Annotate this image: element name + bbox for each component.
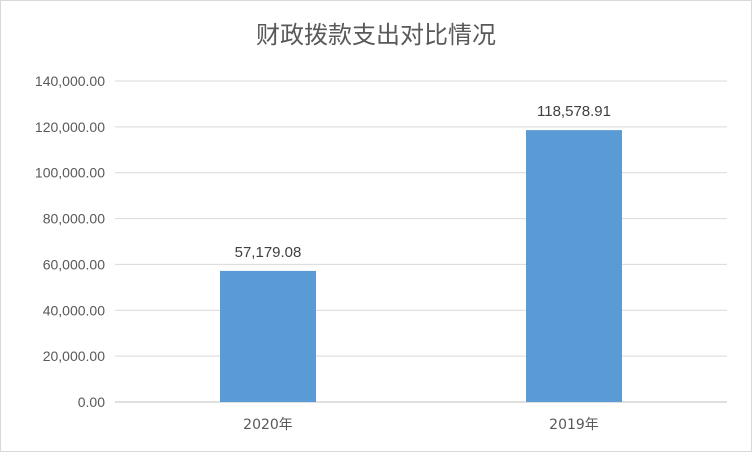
y-tick-label: 20,000.00 [43, 348, 105, 364]
x-category-label: 2019年 [549, 417, 599, 433]
y-tick-label: 0.00 [78, 394, 105, 410]
x-category-label: 2020年 [243, 417, 293, 433]
y-tick-label: 120,000.00 [35, 119, 105, 135]
bar [526, 130, 622, 403]
y-tick-label: 100,000.00 [35, 165, 105, 181]
data-label: 118,578.91 [537, 103, 611, 120]
chart-title: 财政拨款支出对比情况 [256, 21, 496, 49]
data-label: 57,179.08 [235, 244, 302, 261]
y-tick-label: 60,000.00 [43, 256, 105, 272]
y-tick-label: 40,000.00 [43, 302, 105, 318]
bar [220, 270, 316, 402]
y-tick-label: 140,000.00 [35, 73, 105, 89]
y-tick-label: 80,000.00 [43, 211, 105, 227]
